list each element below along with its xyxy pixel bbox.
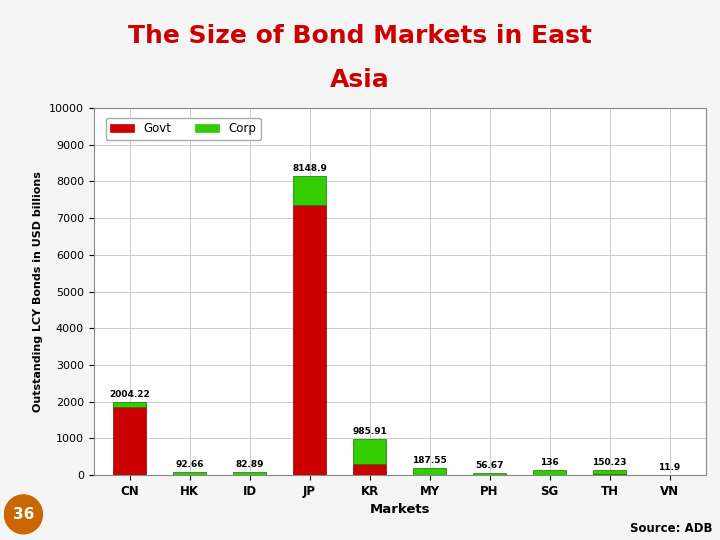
Legend: Govt, Corp: Govt, Corp	[106, 118, 261, 140]
Text: 136: 136	[540, 458, 559, 467]
Bar	[293, 176, 326, 205]
Bar	[533, 470, 566, 475]
Circle shape	[4, 495, 42, 534]
Bar	[593, 474, 626, 475]
Y-axis label: Outstanding LCY Bonds in USD billions: Outstanding LCY Bonds in USD billions	[33, 171, 43, 412]
Bar	[113, 407, 146, 475]
Text: 56.67: 56.67	[475, 461, 504, 470]
Bar	[173, 472, 206, 475]
Text: 150.23: 150.23	[593, 458, 627, 467]
Bar	[413, 468, 446, 475]
Text: 92.66: 92.66	[176, 460, 204, 469]
Bar	[593, 470, 626, 474]
Bar	[473, 473, 506, 475]
Bar	[113, 402, 146, 407]
Bar	[353, 464, 386, 475]
Text: 985.91: 985.91	[352, 427, 387, 436]
Bar	[353, 439, 386, 464]
Text: Source: ADB: Source: ADB	[630, 522, 713, 535]
Bar	[293, 205, 326, 475]
Bar	[233, 472, 266, 475]
Text: Asia: Asia	[330, 68, 390, 92]
Text: The Size of Bond Markets in East: The Size of Bond Markets in East	[128, 24, 592, 48]
Text: 82.89: 82.89	[235, 460, 264, 469]
Text: 187.55: 187.55	[413, 456, 447, 465]
Text: 2004.22: 2004.22	[109, 390, 150, 399]
Text: 36: 36	[13, 507, 34, 522]
X-axis label: Markets: Markets	[369, 503, 430, 516]
Text: 8148.9: 8148.9	[292, 164, 327, 173]
Text: 11.9: 11.9	[659, 463, 680, 472]
